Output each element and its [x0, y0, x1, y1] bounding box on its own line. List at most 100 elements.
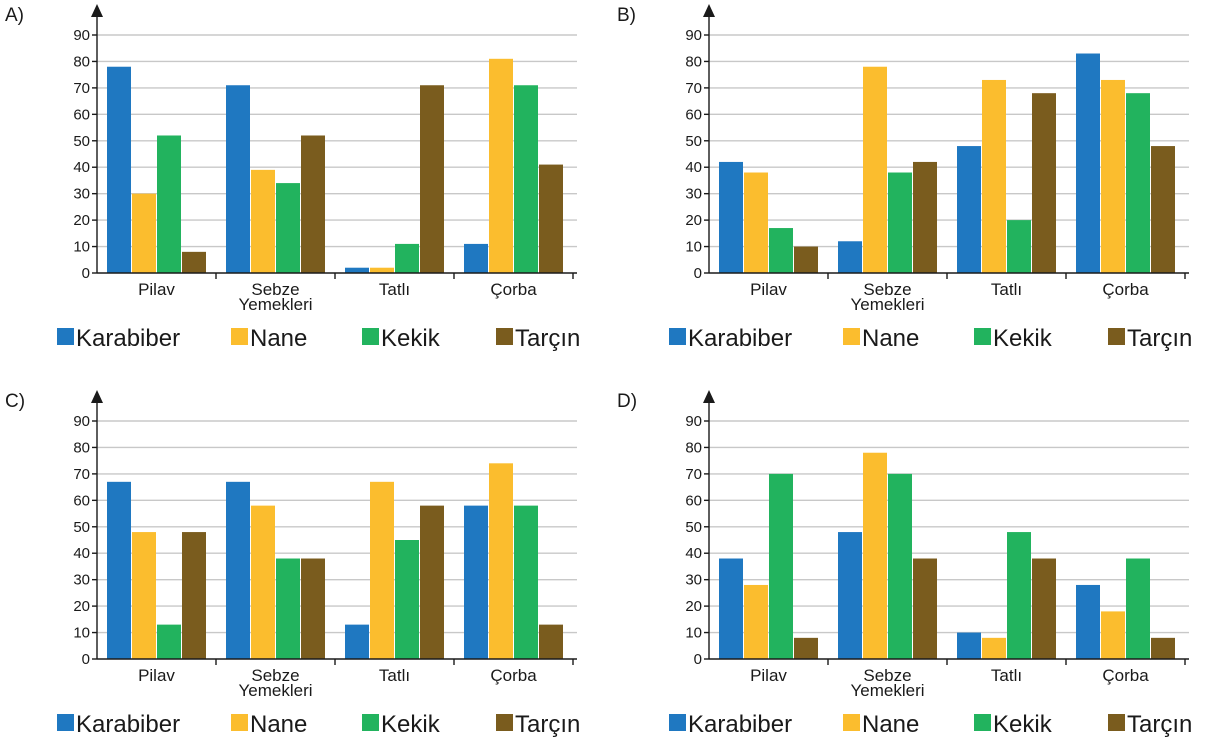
legend-label: Karabiber: [688, 325, 792, 352]
bar: [957, 632, 981, 659]
bar: [1076, 53, 1100, 274]
y-tick-label: 10: [73, 239, 90, 256]
bar: [301, 558, 325, 659]
bar: [957, 146, 981, 273]
y-axis-arrow-icon: [91, 4, 103, 17]
legend-label: Tarçın: [1127, 711, 1192, 738]
bar: [794, 637, 818, 659]
bar: [301, 135, 325, 273]
bar: [251, 169, 275, 273]
bar: [132, 193, 156, 273]
category-label: Yemekleri: [238, 295, 312, 314]
bar: [276, 183, 300, 273]
category-label: Sebze: [863, 666, 911, 685]
category-label: Yemekleri: [238, 681, 312, 700]
bar: [982, 79, 1006, 273]
bar: [489, 463, 513, 659]
y-axis-arrow-icon: [703, 390, 715, 403]
legend-label: Tarçın: [515, 711, 580, 738]
bar: [913, 558, 937, 659]
legend-swatch: [669, 714, 686, 731]
bar: [1151, 637, 1175, 659]
y-tick-label: 30: [73, 186, 90, 203]
legend-label: Nane: [250, 711, 307, 738]
y-tick-label: 40: [685, 159, 702, 176]
bar: [132, 532, 156, 659]
bar: [370, 267, 394, 273]
y-tick-label: 20: [685, 598, 702, 615]
y-tick-label: 40: [73, 545, 90, 562]
bar: [345, 267, 369, 273]
category-label: Çorba: [1102, 280, 1149, 299]
category-label: Pilav: [138, 280, 175, 299]
y-tick-label: 10: [685, 239, 702, 256]
y-tick-label: 90: [73, 27, 90, 44]
panel-label: C): [5, 391, 25, 412]
y-tick-label: 30: [685, 572, 702, 589]
legend-label: Karabiber: [76, 325, 180, 352]
bar: [514, 505, 538, 659]
chart-panel: C) 0 10 20 30 40 50 60 70 80 90 Pilav SebzeYemekleri…: [5, 390, 580, 738]
legend-swatch: [1108, 714, 1125, 731]
legend-swatch: [843, 328, 860, 345]
bar: [1126, 558, 1150, 659]
bar: [420, 505, 444, 659]
legend-swatch: [496, 328, 513, 345]
category-label: Tatlı: [991, 280, 1022, 299]
bar: [514, 85, 538, 273]
legend-swatch: [57, 714, 74, 731]
legend-swatch: [362, 714, 379, 731]
bar: [182, 532, 206, 659]
legend-swatch: [496, 714, 513, 731]
bar: [182, 251, 206, 273]
legend-label: Karabiber: [76, 711, 180, 738]
bar: [107, 481, 131, 659]
legend-label: Kekik: [381, 325, 441, 352]
y-tick-label: 50: [685, 133, 702, 150]
bar: [157, 135, 181, 273]
legend-label: Kekik: [993, 711, 1053, 738]
y-tick-label: 90: [685, 27, 702, 44]
category-label: Çorba: [490, 666, 537, 685]
legend-swatch: [231, 328, 248, 345]
panel-label: D): [617, 391, 637, 412]
chart-panel: D) 0 10 20 30 40 50 60 70 80 90 Pilav SebzeYemekleri…: [617, 390, 1192, 738]
bar: [982, 637, 1006, 659]
y-tick-label: 50: [73, 519, 90, 536]
y-tick-label: 10: [685, 625, 702, 642]
panel-label: A): [5, 5, 24, 26]
bar: [420, 85, 444, 273]
category-label: Tatlı: [379, 666, 410, 685]
y-tick-label: 70: [73, 80, 90, 97]
legend-swatch: [974, 328, 991, 345]
y-tick-label: 60: [73, 492, 90, 509]
bar: [888, 473, 912, 659]
bar: [1101, 611, 1125, 659]
bar: [395, 243, 419, 273]
y-tick-label: 80: [685, 439, 702, 456]
bar: [769, 473, 793, 659]
y-tick-label: 50: [685, 519, 702, 536]
y-tick-label: 20: [73, 598, 90, 615]
legend-label: Nane: [862, 325, 919, 352]
panel-label: B): [617, 5, 636, 26]
bar: [1126, 93, 1150, 273]
y-tick-label: 0: [82, 265, 90, 282]
bar: [1007, 220, 1031, 273]
bar: [539, 624, 563, 659]
legend-label: Karabiber: [688, 711, 792, 738]
category-label: Sebze: [863, 280, 911, 299]
bar: [464, 505, 488, 659]
bar: [1032, 558, 1056, 659]
bar: [539, 164, 563, 273]
y-tick-label: 70: [73, 466, 90, 483]
y-tick-label: 0: [82, 651, 90, 668]
y-tick-label: 70: [685, 80, 702, 97]
category-label: Çorba: [1102, 666, 1149, 685]
y-tick-label: 70: [685, 466, 702, 483]
legend-swatch: [231, 714, 248, 731]
bar: [794, 246, 818, 273]
chart-panel: B) 0 10 20 30 40 50 60 70 80 90 Pilav SebzeYemekleri…: [617, 4, 1192, 352]
legend-swatch: [974, 714, 991, 731]
legend-swatch: [1108, 328, 1125, 345]
